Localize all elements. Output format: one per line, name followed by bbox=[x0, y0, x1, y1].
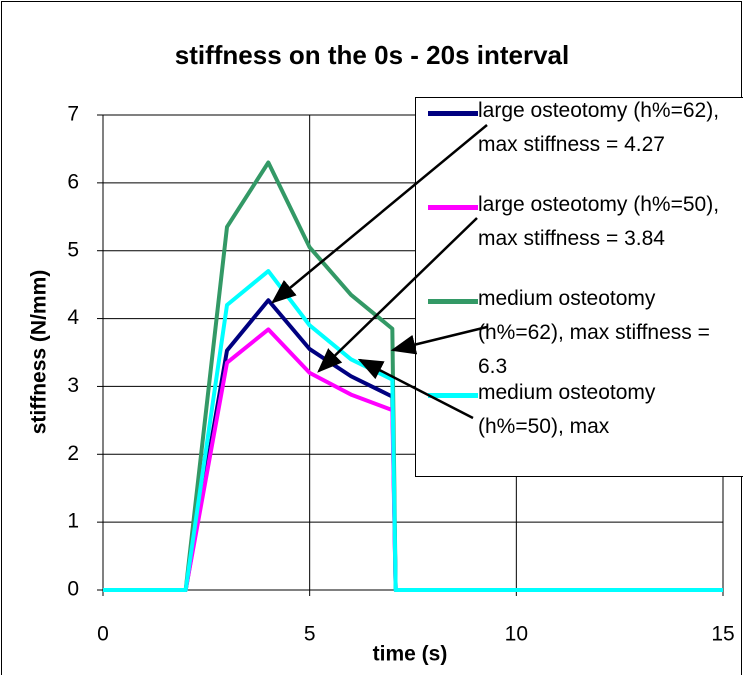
y-tick-label: 4 bbox=[67, 306, 79, 329]
x-tick-label: 0 bbox=[97, 623, 109, 646]
y-tick-label: 5 bbox=[67, 238, 79, 261]
x-tick-label: 5 bbox=[304, 623, 316, 646]
legend-label: large osteotomy (h%=62), max stiffness =… bbox=[478, 99, 720, 156]
legend: large osteotomy (h%=62), max stiffness =… bbox=[415, 97, 743, 477]
legend-swatch-line bbox=[428, 205, 478, 210]
y-tick-label: 7 bbox=[67, 103, 79, 126]
chart-title: stiffness on the 0s - 20s interval bbox=[175, 40, 569, 70]
x-axis-label: time (s) bbox=[373, 643, 448, 666]
legend-swatch-line bbox=[428, 299, 478, 304]
legend-entry: large osteotomy (h%=50), max stiffness =… bbox=[416, 192, 743, 286]
y-tick-label: 0 bbox=[67, 578, 79, 601]
y-tick-label: 1 bbox=[67, 510, 79, 533]
legend-label: medium osteotomy (h%=62), max stiffness … bbox=[478, 287, 710, 378]
x-tick-label: 15 bbox=[711, 623, 734, 646]
x-tick-label: 10 bbox=[505, 623, 528, 646]
legend-entry: medium osteotomy (h%=50), max bbox=[416, 380, 743, 474]
legend-swatch bbox=[416, 192, 478, 222]
y-tick-label: 3 bbox=[67, 374, 79, 397]
legend-entry: medium osteotomy (h%=62), max stiffness … bbox=[416, 286, 743, 380]
y-axis-label: stiffness (N/mm) bbox=[28, 270, 51, 435]
legend-label: large osteotomy (h%=50), max stiffness =… bbox=[478, 193, 720, 250]
legend-entry: large osteotomy (h%=62), max stiffness =… bbox=[416, 98, 743, 192]
legend-swatch bbox=[416, 98, 478, 128]
legend-swatch-line bbox=[428, 111, 478, 116]
y-tick-label: 2 bbox=[67, 442, 79, 465]
legend-label: medium osteotomy (h%=50), max bbox=[478, 381, 656, 438]
y-tick-label: 6 bbox=[67, 170, 79, 193]
series-line bbox=[103, 269, 723, 592]
legend-swatch bbox=[416, 286, 478, 316]
legend-swatch bbox=[416, 380, 478, 410]
legend-swatch-line bbox=[428, 393, 478, 398]
